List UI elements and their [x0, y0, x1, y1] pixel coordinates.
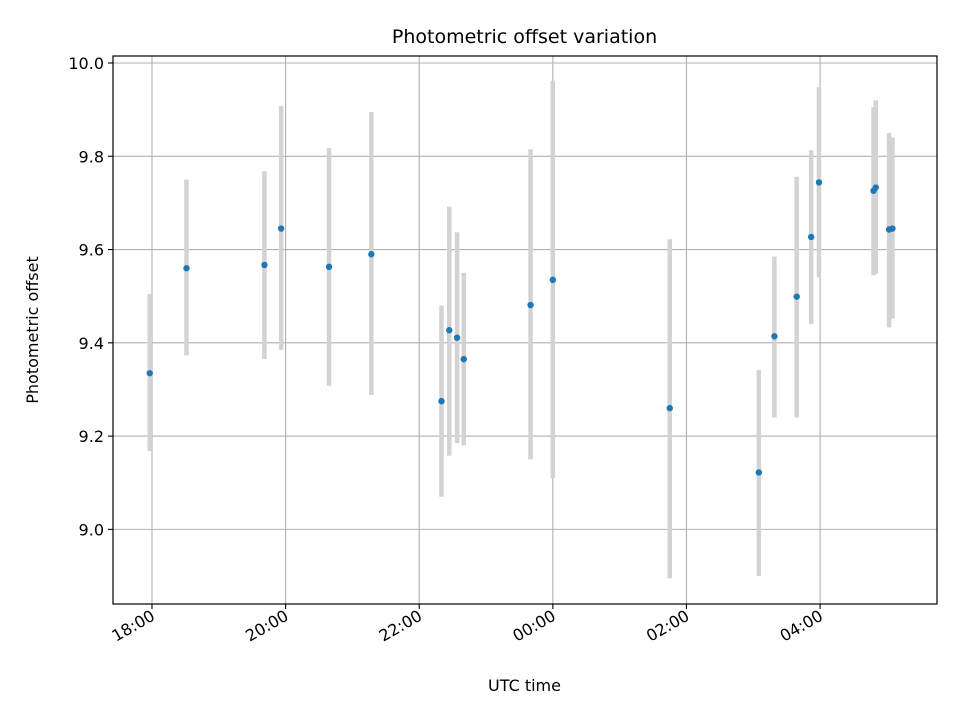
data-point	[460, 355, 467, 363]
data-point	[889, 225, 896, 232]
data-point	[872, 184, 879, 191]
data-point	[549, 276, 557, 284]
y-axis-ticks: 9.0 9.2 9.4 9.6 9.8 10.0	[68, 54, 113, 539]
data-point	[146, 369, 153, 377]
data-point	[325, 263, 333, 271]
data-point	[755, 469, 763, 476]
data-point	[453, 334, 461, 341]
data-point	[807, 233, 815, 241]
data-point	[527, 301, 534, 309]
y-tick-label: 9.0	[79, 520, 104, 539]
data-point	[438, 397, 445, 405]
data-point	[815, 179, 823, 186]
data-point	[771, 333, 778, 340]
y-tick-label: 10.0	[68, 54, 104, 73]
data-point	[446, 327, 453, 334]
data-point	[183, 265, 190, 272]
data-point	[261, 261, 268, 269]
y-tick-label: 9.6	[79, 241, 104, 260]
y-tick-label: 9.2	[79, 427, 104, 446]
grid-lines	[113, 56, 937, 604]
x-axis-label: UTC time	[488, 676, 561, 695]
plot-frame	[112, 55, 938, 605]
chart-title: Photometric offset variation	[392, 26, 657, 48]
y-tick-label: 9.8	[79, 147, 104, 166]
plot-area	[113, 56, 937, 604]
y-axis-label: Photometric offset	[23, 256, 42, 404]
y-tick-label: 9.4	[79, 334, 104, 353]
data-point	[666, 404, 673, 412]
data-points	[146, 179, 896, 476]
data-point	[368, 251, 375, 258]
data-point	[793, 293, 800, 300]
data-point	[277, 225, 285, 232]
